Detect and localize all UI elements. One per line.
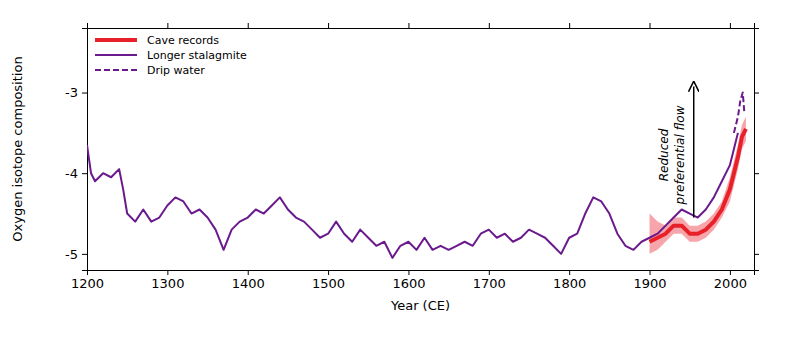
tick: -3	[65, 85, 87, 100]
tick: 1700	[473, 270, 506, 291]
tick-mark	[569, 23, 570, 28]
tick: 1900	[633, 270, 666, 291]
tick-mark	[489, 270, 490, 275]
annotation-arrow	[693, 86, 695, 217]
tick	[754, 173, 759, 174]
tick: -4	[65, 166, 87, 181]
uncertainty-band	[650, 117, 746, 254]
tick: 1500	[312, 270, 345, 291]
tick-mark	[87, 23, 88, 28]
tick-label: 1600	[392, 276, 425, 291]
tick-mark	[730, 23, 731, 28]
series-line	[734, 93, 744, 133]
tick	[754, 93, 759, 94]
tick-mark	[167, 23, 168, 28]
tick-mark	[754, 254, 759, 255]
tick: 2000	[714, 270, 747, 291]
axis-line	[88, 271, 755, 276]
tick-mark	[167, 270, 168, 275]
tick-mark	[248, 270, 249, 275]
tick-mark	[569, 270, 570, 275]
tick-mark	[754, 93, 759, 94]
tick-label: 1200	[71, 276, 104, 291]
tick	[248, 23, 249, 28]
series-line	[87, 133, 738, 258]
y-axis-title: Oxygen isotope composition	[10, 56, 25, 241]
y-axis: -5 -4 -3	[65, 29, 87, 271]
tick-label: 1300	[151, 276, 184, 291]
axis-line	[82, 29, 88, 271]
tick-mark	[82, 93, 87, 94]
tick-mark	[754, 173, 759, 174]
tick-mark	[82, 254, 87, 255]
y-axis-right	[754, 29, 759, 271]
tick	[408, 23, 409, 28]
tick: -5	[65, 247, 87, 262]
tick: 1800	[553, 270, 586, 291]
tick-label: 1700	[473, 276, 506, 291]
tick	[489, 23, 490, 28]
axis-line	[755, 29, 760, 271]
tick-mark	[408, 23, 409, 28]
tick-mark	[489, 23, 490, 28]
tick	[167, 23, 168, 28]
legend-label: Drip water	[147, 64, 205, 77]
chart: 1200 1300 1400 1500 1600 1700 1800 1900 2000 -5 -4…	[0, 0, 800, 355]
legend-label: Longer stalagmite	[147, 49, 247, 62]
tick	[569, 23, 570, 28]
tick	[730, 23, 731, 28]
annotation-text: Reduced	[657, 128, 671, 181]
tick: 1200	[71, 270, 104, 291]
legend: Cave records Longer stalagmite Drip water	[95, 34, 247, 77]
tick-mark	[328, 270, 329, 275]
tick-mark	[248, 23, 249, 28]
tick-mark	[408, 270, 409, 275]
tick	[328, 23, 329, 28]
tick: 1400	[232, 270, 265, 291]
tick: 1300	[151, 270, 184, 291]
tick-label: 1500	[312, 276, 345, 291]
tick-mark	[650, 23, 651, 28]
tick-label: -4	[65, 166, 78, 181]
tick-mark	[82, 173, 87, 174]
x-axis: 1200 1300 1400 1500 1600 1700 1800 1900 2000	[71, 270, 755, 291]
tick-mark	[328, 23, 329, 28]
tick-label: 1400	[232, 276, 265, 291]
x-axis-title: Year (CE)	[390, 298, 450, 313]
tick-mark	[650, 270, 651, 275]
annotation-text: preferential flow	[673, 105, 687, 205]
legend-swatch	[95, 69, 137, 71]
tick-label: 2000	[714, 276, 747, 291]
tick	[754, 254, 759, 255]
tick	[87, 23, 88, 28]
axis-line	[88, 23, 755, 29]
tick-mark	[730, 270, 731, 275]
legend-swatch	[95, 38, 137, 42]
x-axis-top	[88, 23, 755, 29]
plot-area	[87, 93, 746, 258]
tick-label: -5	[65, 247, 78, 262]
tick	[650, 23, 651, 28]
tick: 1600	[392, 270, 425, 291]
tick-label: 1800	[553, 276, 586, 291]
legend-swatch	[95, 54, 137, 56]
series-line	[650, 129, 746, 242]
tick-label: -3	[65, 85, 78, 100]
tick-label: 1900	[633, 276, 666, 291]
legend-label: Cave records	[147, 34, 219, 47]
